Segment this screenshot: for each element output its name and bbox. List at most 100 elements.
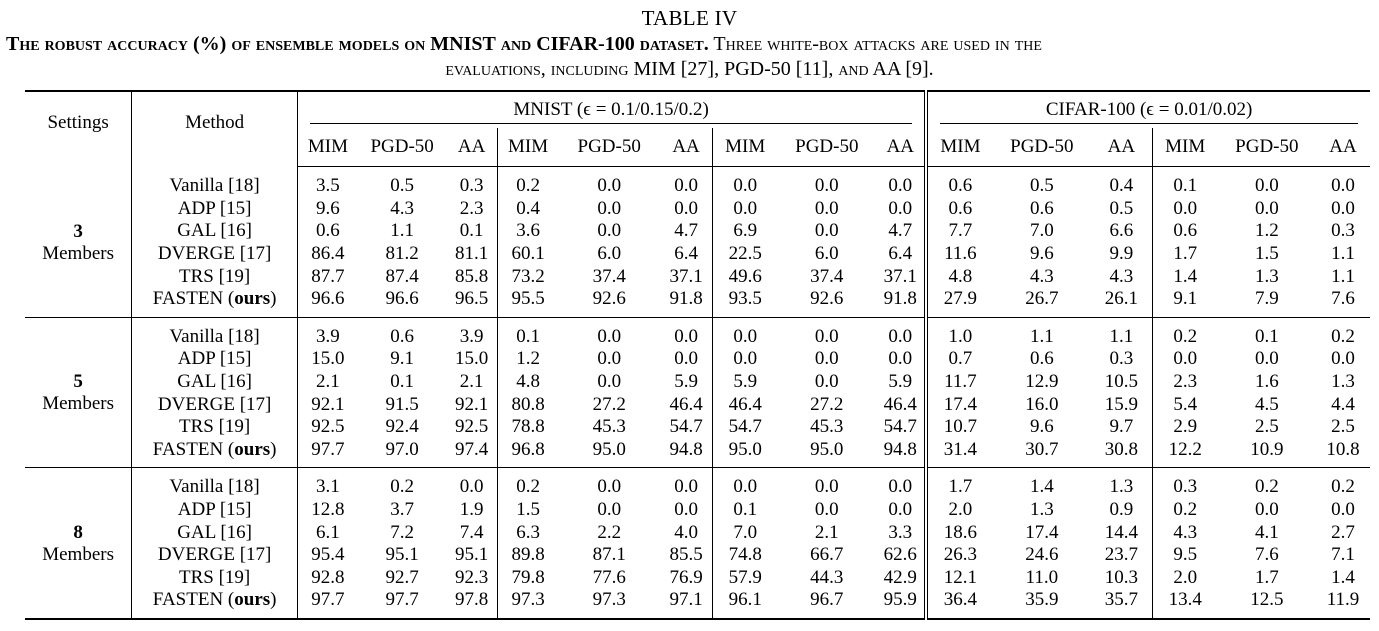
value-cell: 0.2 <box>1331 325 1355 347</box>
spacer-cell <box>659 467 714 477</box>
spacer-cell <box>876 166 929 175</box>
method-name: GAL [16] <box>177 371 252 393</box>
method-name: DVERGE [17] <box>157 393 272 415</box>
value-cell: 0.0 <box>1173 348 1198 370</box>
value-cell: 0.6 <box>1029 197 1054 219</box>
spacer-cell <box>659 611 714 620</box>
value-cell: 0.2 <box>390 476 415 498</box>
spacer-cell <box>926 167 993 176</box>
subheader-3: MIM <box>497 128 559 167</box>
spacer-cell <box>497 316 559 326</box>
subheader-14: AA <box>1315 128 1370 167</box>
value-cell: 4.4 <box>1331 393 1355 415</box>
table-row: 5 Members Vanilla [18] 3.9 0.6 3.9 0.1 0.0 0.0 0.… <box>25 325 1370 462</box>
value-cell: 7.7 <box>948 220 973 242</box>
value-cell: 1.4 <box>1173 265 1198 287</box>
table-row: GAL [16] 6.1 7.2 7.4 6.3 2.2 4.0 7.0 2.1 3.3 18.6 1… <box>25 521 1370 544</box>
value-cell: 4.0 <box>659 521 714 544</box>
value-cell: 0.0 <box>659 197 714 221</box>
spacer-cell <box>659 316 714 326</box>
value-cell: 95.5 <box>511 288 545 310</box>
value-cell: 6.6 <box>1090 220 1153 243</box>
value-cell: 87.4 <box>385 265 419 287</box>
spacer-cell <box>876 467 929 477</box>
header-settings: Settings <box>25 90 133 167</box>
subheader-4: PGD-50 <box>558 128 660 167</box>
value-cell: 10.5 <box>1090 370 1153 394</box>
value-cell: 15.0 <box>311 348 345 370</box>
value-cell: 9.6 <box>316 197 340 219</box>
spacer-cell <box>357 611 447 620</box>
method-cell: Vanilla [18] <box>131 175 299 198</box>
header-subcolumns: MIM PGD-50 AA MIM PGD-50 AA MIM PGD-50 AA MIM PGD-… <box>25 128 1370 167</box>
spacer-cell <box>131 467 299 477</box>
value-cell: 91.8 <box>876 287 929 311</box>
value-cell: 89.8 <box>511 544 545 566</box>
value-cell: 0.0 <box>876 197 929 221</box>
method-cell: DVERGE [17] <box>131 543 299 567</box>
value-cell: 2.0 <box>948 499 973 521</box>
value-cell: 54.7 <box>659 415 714 439</box>
value-cell: 96.5 <box>446 287 498 311</box>
value-cell: 0.0 <box>1254 348 1279 370</box>
value-cell: 26.3 <box>943 544 978 566</box>
value-cell: 95.9 <box>876 589 929 612</box>
method-name: TRS [19] <box>179 265 251 287</box>
spacer-cell <box>131 166 299 175</box>
spacer-cell <box>25 611 133 620</box>
value-cell: 3.3 <box>876 521 929 544</box>
value-cell: 2.2 <box>597 521 622 543</box>
value-cell: 6.4 <box>659 242 714 266</box>
value-cell: 4.8 <box>516 371 540 393</box>
value-cell: 0.0 <box>814 197 839 219</box>
spacer-cell <box>1090 467 1153 477</box>
method-name: GAL [16] <box>177 521 252 543</box>
spacer-cell <box>993 167 1091 176</box>
value-cell: 6.4 <box>876 242 929 266</box>
value-cell: 5.9 <box>659 370 714 394</box>
value-cell: 1.3 <box>1090 476 1153 499</box>
value-cell: 0.0 <box>814 476 839 498</box>
spacer-cell <box>1315 316 1370 326</box>
method-name: Vanilla [18] <box>169 476 260 498</box>
value-cell: 95.4 <box>311 544 345 566</box>
value-cell: 9.5 <box>1173 544 1198 566</box>
value-cell: 95.0 <box>728 438 762 460</box>
table-row: FASTEN (ours) 96.6 96.6 96.5 95.5 92.6 91.8 93.… <box>25 287 1370 311</box>
spacer-cell <box>876 316 929 326</box>
value-cell: 1.4 <box>1331 566 1355 588</box>
method-ours: ours <box>234 589 271 611</box>
value-cell: 2.1 <box>316 371 340 393</box>
table-caption-line-2: evaluations, including MIM [27], PGD-50 … <box>445 58 934 80</box>
spacer-cell <box>659 310 714 318</box>
caption-bold-cifar: CIFAR-100 <box>536 33 635 55</box>
spacer-cell <box>131 316 299 326</box>
value-cell: 95.0 <box>592 438 626 460</box>
value-cell: 94.8 <box>659 438 714 462</box>
value-cell: 0.0 <box>1254 175 1279 197</box>
spacer-cell <box>876 611 929 620</box>
value-cell: 0.2 <box>1254 476 1279 498</box>
value-cell: 4.1 <box>1254 521 1279 543</box>
value-cell: 95.1 <box>385 544 419 566</box>
value-cell: 9.1 <box>1173 288 1198 310</box>
spacer-cell <box>1090 461 1153 468</box>
value-cell: 36.4 <box>943 589 978 611</box>
value-cell: 3.9 <box>446 325 498 349</box>
value-cell: 73.2 <box>511 265 545 287</box>
value-cell: 0.0 <box>597 197 622 219</box>
value-cell: 0.7 <box>948 348 973 370</box>
method-cell: ADP [15] <box>131 348 299 371</box>
spacer-cell <box>558 467 660 477</box>
table-row: FASTEN (ours) 97.7 97.0 97.4 96.8 95.0 94.8 95.… <box>25 438 1370 462</box>
value-cell: 0.2 <box>1331 476 1355 498</box>
value-cell: 3.9 <box>316 325 340 347</box>
value-cell: 96.6 <box>385 288 419 310</box>
value-cell: 0.2 <box>1173 499 1198 521</box>
value-cell: 0.0 <box>733 175 758 197</box>
value-cell: 1.1 <box>1029 325 1054 347</box>
spacer-cell <box>712 467 778 477</box>
value-cell: 92.1 <box>311 393 345 415</box>
value-cell: 27.2 <box>592 393 626 415</box>
value-cell: 0.0 <box>1331 175 1355 197</box>
